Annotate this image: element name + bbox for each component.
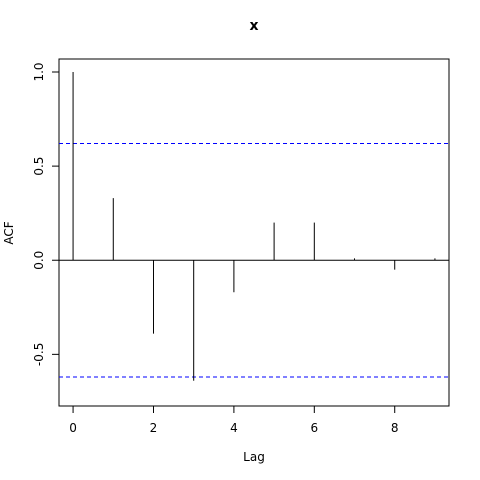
x-tick-label: 4 <box>230 421 238 435</box>
y-tick-label: 0.0 <box>32 251 46 270</box>
y-tick-label: -0.5 <box>32 343 46 366</box>
x-tick-label: 0 <box>69 421 77 435</box>
x-tick-label: 2 <box>150 421 158 435</box>
y-tick-label: 1.0 <box>32 62 46 81</box>
plot-area: 0 2 4 6 8 -0.5 0.0 0.5 1.0 <box>32 62 449 435</box>
plot-box <box>58 58 450 407</box>
x-tick-label: 8 <box>391 421 399 435</box>
y-tick-label: 0.5 <box>32 157 46 176</box>
chart-title: x <box>249 18 258 34</box>
x-tick-label: 6 <box>310 421 318 435</box>
y-axis-label: ACF <box>2 221 16 244</box>
x-axis-label: Lag <box>243 450 265 464</box>
